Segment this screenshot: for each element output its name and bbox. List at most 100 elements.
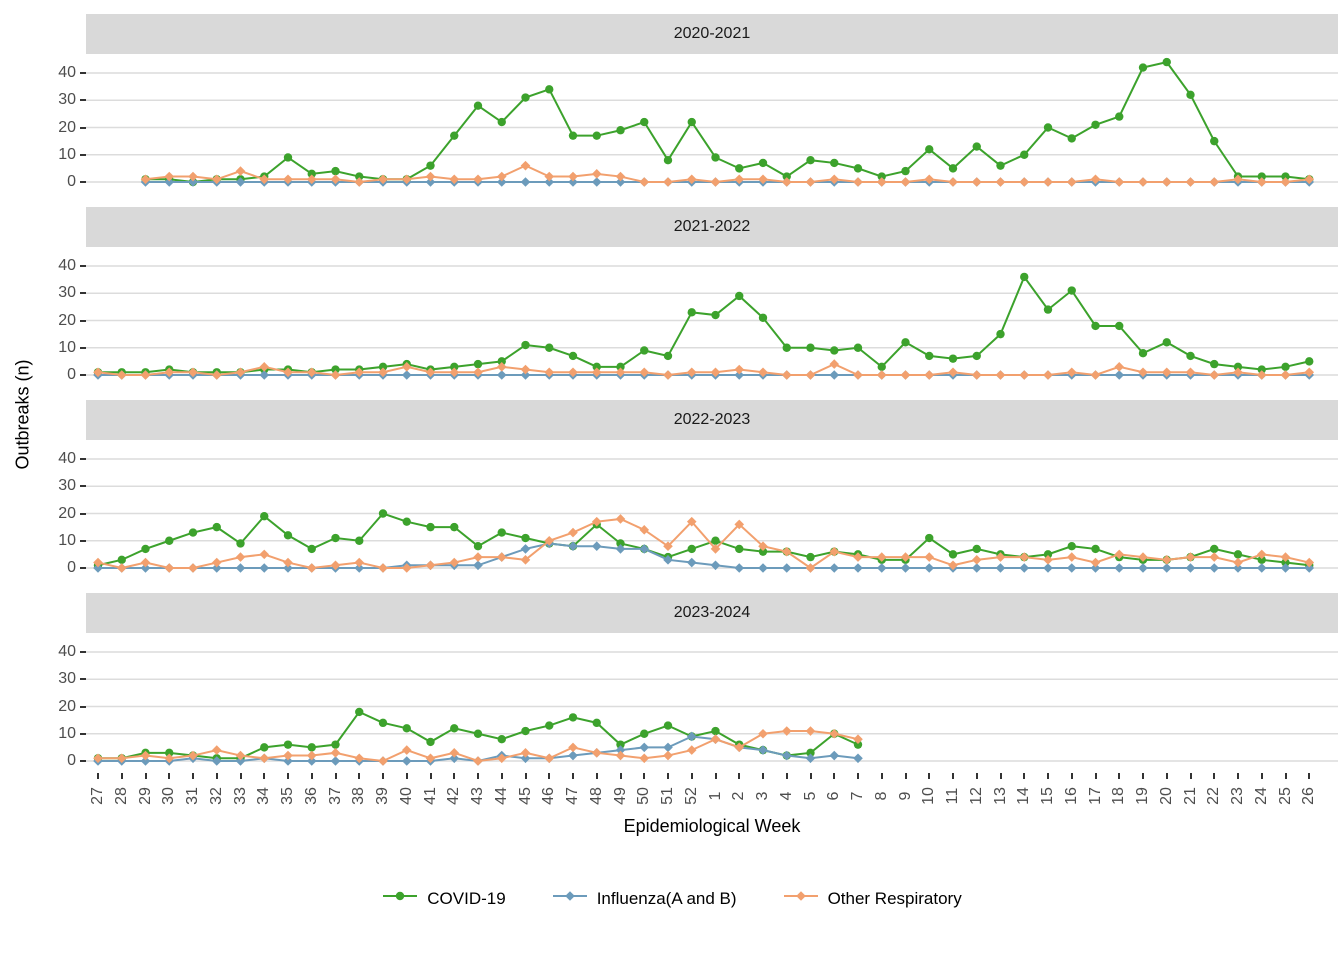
x-tick-mark [1308, 773, 1311, 779]
point-covid [758, 158, 768, 168]
series-line-other [97, 362, 1310, 377]
point-influenza [805, 753, 816, 764]
point-other [1280, 370, 1291, 380]
point-covid [1067, 542, 1076, 551]
point-covid [307, 544, 316, 554]
point-covid [450, 724, 459, 733]
point-other [211, 745, 222, 755]
point-other [639, 367, 650, 378]
point-covid [426, 737, 435, 747]
facet-strip: 2023-2024 [86, 593, 1338, 633]
y-tick-mark [80, 678, 86, 681]
x-tick-mark [904, 773, 907, 779]
point-other [1138, 367, 1148, 378]
point-other [710, 734, 721, 744]
point-influenza [971, 563, 982, 573]
point-covid [426, 161, 435, 170]
point-other [1233, 557, 1243, 568]
point-influenza [591, 177, 602, 187]
point-covid [1186, 90, 1195, 99]
point-other [473, 756, 483, 766]
point-covid [1257, 172, 1266, 181]
point-influenza [235, 563, 246, 573]
point-covid [141, 544, 150, 554]
point-other [686, 516, 697, 527]
point-other [1256, 370, 1267, 380]
y-tick-label: 10 [58, 724, 76, 742]
point-other [1233, 367, 1243, 378]
point-covid [1210, 544, 1219, 554]
y-tick-label: 20 [58, 504, 76, 522]
point-influenza [758, 745, 768, 755]
x-tick-mark [1237, 773, 1239, 779]
x-tick-mark [215, 773, 218, 779]
x-tick-mark [738, 773, 741, 779]
point-other [188, 171, 198, 182]
facet-panel [86, 633, 1338, 773]
point-covid [355, 172, 364, 181]
point-other [1090, 370, 1101, 380]
point-other [1304, 557, 1315, 568]
point-other [876, 177, 887, 187]
y-tick-label: 30 [58, 284, 76, 302]
point-other [615, 367, 626, 378]
point-influenza [330, 756, 341, 766]
x-axis-title: Epidemiological Week [623, 816, 801, 836]
point-covid [782, 172, 791, 181]
legend-item-other: Other Respiratory [783, 886, 962, 911]
point-other [116, 753, 127, 764]
point-other [449, 557, 460, 568]
x-tick-mark [500, 773, 503, 779]
legend: COVID-19 Influenza(A and B) Other Respir… [0, 886, 1344, 911]
point-covid [1162, 338, 1171, 347]
point-other [663, 370, 673, 380]
series-line-other [97, 517, 1310, 570]
x-tick-mark [1260, 773, 1263, 779]
x-tick-mark [192, 773, 194, 779]
point-influenza [568, 541, 578, 551]
point-covid [521, 340, 530, 350]
point-covid [1115, 112, 1124, 121]
point-other [544, 753, 555, 764]
point-other [401, 174, 412, 185]
point-other [330, 174, 341, 185]
point-covid [521, 533, 530, 543]
point-other [425, 753, 436, 764]
point-influenza [995, 563, 1006, 573]
point-covid [616, 362, 625, 372]
point-covid [378, 718, 388, 728]
y-tick-label: 0 [67, 173, 76, 190]
point-other [615, 750, 626, 761]
point-influenza [1114, 563, 1125, 573]
point-covid [782, 343, 791, 352]
point-covid [901, 338, 910, 347]
point-other [354, 557, 365, 568]
point-other [283, 367, 293, 378]
legend-label-other: Other Respiratory [827, 888, 962, 908]
point-influenza [1090, 563, 1101, 573]
point-other [235, 367, 246, 378]
point-covid [450, 362, 459, 372]
y-tick-mark [80, 458, 86, 460]
point-other [1066, 367, 1077, 378]
point-other [1209, 177, 1220, 187]
point-other [686, 174, 697, 185]
point-other [853, 370, 863, 380]
y-tick-label: 0 [67, 559, 76, 576]
point-other [1090, 557, 1101, 568]
covid-line-marker-icon [382, 886, 418, 911]
point-other [330, 560, 341, 571]
point-covid [853, 164, 863, 173]
point-influenza [829, 563, 840, 573]
legend-item-covid: COVID-19 [382, 886, 506, 911]
point-other [995, 552, 1006, 562]
point-other [1161, 555, 1172, 565]
x-tick-mark [595, 773, 598, 779]
point-covid [972, 142, 981, 151]
y-tick-mark [80, 99, 86, 102]
point-influenza [615, 544, 626, 554]
facet-strip: 2022-2023 [86, 400, 1338, 440]
point-influenza [876, 563, 887, 573]
point-covid [996, 329, 1005, 339]
x-tick-mark [1070, 773, 1073, 779]
